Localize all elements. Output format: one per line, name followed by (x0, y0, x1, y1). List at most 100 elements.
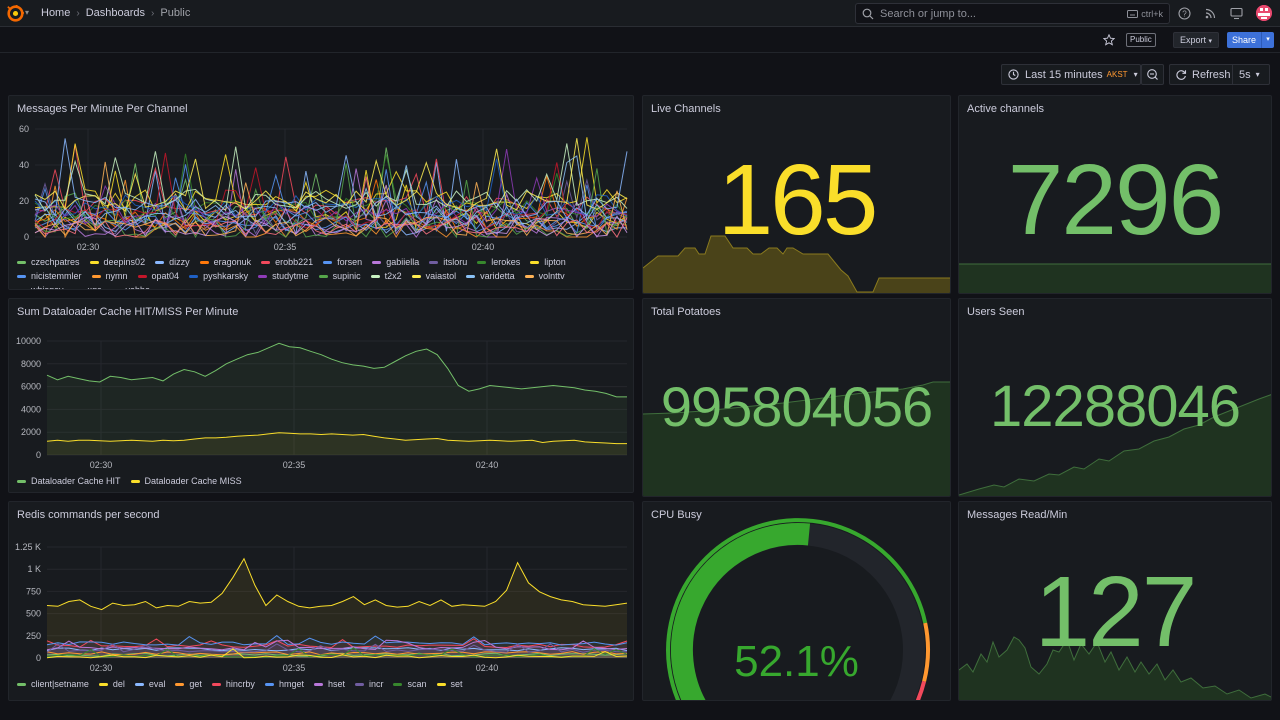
legend-item[interactable]: get (175, 679, 202, 689)
chevron-down-icon: ▾ (1133, 70, 1138, 79)
search-placeholder: Search or jump to... (880, 7, 976, 20)
panel-messages-read[interactable]: Messages Read/Min 127 (958, 501, 1272, 701)
legend-item[interactable]: t2x2 (370, 271, 402, 281)
legend-item[interactable]: volnttv (524, 271, 565, 281)
legend-item[interactable]: dizzy (155, 257, 190, 267)
export-label: Export (1180, 35, 1207, 45)
timeseries-plot[interactable]: 10000 8000 6000 4000 2000 0 02:30 02:35 02:40 (9, 299, 634, 475)
chevron-down-icon[interactable]: ▾ (25, 8, 30, 17)
legend-swatch (477, 260, 487, 264)
legend-item[interactable]: hset (313, 679, 345, 689)
refresh-interval-picker[interactable]: 5s ▾ (1233, 64, 1270, 85)
user-avatar[interactable] (1256, 5, 1272, 21)
legend-item[interactable]: client|setname (17, 679, 89, 689)
sparkline (959, 263, 1271, 293)
help-icon[interactable]: ? (1178, 7, 1191, 20)
timeseries-plot[interactable]: 1.25 K 1 K 750 500 250 0 02:30 02:35 02:40 (9, 502, 634, 678)
panel-users-seen[interactable]: Users Seen 12288046 (958, 298, 1272, 497)
legend-swatch (323, 260, 333, 264)
series-line (34, 176, 628, 238)
grafana-logo-icon[interactable] (7, 5, 24, 22)
legend-item[interactable]: gabiiella (372, 257, 419, 267)
legend-label: client|setname (31, 679, 89, 689)
legend-item[interactable]: pyshkarsky (189, 271, 248, 281)
legend-item[interactable]: supinic (318, 271, 361, 281)
legend-label: supinic (332, 271, 361, 281)
legend-label: hincrby (225, 679, 255, 689)
legend-item[interactable]: erobb221 (261, 257, 313, 267)
y-tick-label: 500 (26, 609, 41, 619)
legend-item[interactable]: eragonuk (199, 257, 251, 267)
legend-item[interactable]: lerokes (477, 257, 520, 267)
legend-item[interactable]: varidetta (466, 271, 515, 281)
top-navbar: ▾ Home › Dashboards › Public Search or j… (0, 0, 1280, 27)
panel-active-channels[interactable]: Active channels 7296 (958, 95, 1272, 294)
legend-item[interactable]: del (98, 679, 125, 689)
panel-redis-commands[interactable]: Redis commands per second 1.25 K 1 K 750 50… (8, 501, 634, 701)
legend-item[interactable]: czechpatres (17, 257, 80, 267)
chevron-down-icon[interactable]: ▾ (1261, 32, 1274, 48)
legend-item[interactable]: deepins02 (89, 257, 145, 267)
refresh-button[interactable]: Refresh (1169, 64, 1233, 85)
stat-value: 165 (717, 144, 879, 256)
legend-item[interactable]: yabbe (111, 285, 150, 289)
breadcrumb-home[interactable]: Home (41, 7, 71, 19)
legend-item[interactable]: xqc (73, 285, 102, 289)
legend-swatch (264, 682, 274, 686)
legend-item[interactable]: itsloru (429, 257, 467, 267)
legend-item[interactable]: incr (354, 679, 383, 689)
legend-swatch (137, 274, 147, 278)
timeseries-plot[interactable]: 60 40 20 0 02:30 02:35 02:40 (9, 96, 634, 256)
legend-label: erobb221 (275, 257, 314, 267)
time-range-label: Last 15 minutes (1025, 68, 1103, 81)
panel-dataloader-cache[interactable]: Sum Dataloader Cache HIT/MISS Per Minute… (8, 298, 634, 493)
legend-label: varidetta (480, 271, 515, 281)
legend-swatch (111, 288, 121, 289)
kiosk-monitor-icon[interactable] (1230, 7, 1243, 20)
legend-item[interactable]: eval (134, 679, 165, 689)
panel-total-potatoes[interactable]: Total Potatoes 995804056 (642, 298, 951, 497)
zoom-out-button[interactable] (1141, 64, 1164, 85)
share-button[interactable]: Share (1227, 32, 1262, 48)
panel-cpu-busy[interactable]: CPU Busy 52.1% (642, 501, 951, 701)
breadcrumb-dashboards[interactable]: Dashboards (85, 7, 146, 19)
legend-swatch (466, 274, 476, 278)
legend-item[interactable]: lipton (530, 257, 566, 267)
star-icon[interactable] (1103, 34, 1115, 46)
panel-title: Sum Dataloader Cache HIT/MISS Per Minute (17, 306, 239, 318)
legend-item[interactable]: set (436, 679, 463, 689)
legend-item[interactable]: Dataloader Cache HIT (17, 476, 121, 486)
series-area (47, 432, 627, 455)
legend-swatch (313, 682, 323, 686)
legend-item[interactable]: scan (393, 679, 427, 689)
legend-item[interactable]: whisqey (17, 285, 64, 289)
legend-label: itsloru (443, 257, 468, 267)
chevron-right-icon: › (151, 7, 155, 19)
legend-item[interactable]: nymn (91, 271, 128, 281)
legend-label: nymn (105, 271, 128, 281)
legend-swatch (98, 682, 108, 686)
legend-item[interactable]: studytme (258, 271, 309, 281)
rss-news-icon[interactable] (1204, 7, 1217, 20)
legend-swatch (73, 288, 83, 289)
legend-item[interactable]: vaiastol (411, 271, 456, 281)
search-input[interactable]: Search or jump to... ctrl+k (855, 3, 1170, 24)
legend-item[interactable]: nicistemmler (17, 271, 82, 281)
panel-messages-per-channel[interactable]: Messages Per Minute Per Channel 60 40 20 0 0… (8, 95, 634, 290)
x-tick-label: 02:30 (90, 460, 113, 470)
panel-live-channels[interactable]: Live Channels 165 (642, 95, 951, 294)
export-button[interactable]: Export ▾ (1173, 32, 1220, 48)
legend-item[interactable]: forsen (323, 257, 362, 267)
y-tick-label: 2000 (21, 427, 41, 437)
stat-value: 127 (1034, 556, 1198, 668)
legend-item[interactable]: opat04 (137, 271, 179, 281)
time-range-picker[interactable]: Last 15 minutes AKST ▾ (1001, 64, 1141, 85)
chevron-down-icon: ▾ (1255, 70, 1260, 79)
legend-item[interactable]: hincrby (211, 679, 255, 689)
legend-item[interactable]: Dataloader Cache MISS (130, 476, 242, 486)
series-line (46, 634, 628, 646)
legend-label: Dataloader Cache HIT (31, 476, 121, 486)
legend-label: set (450, 679, 463, 689)
panel-title: Total Potatoes (651, 306, 721, 318)
legend-item[interactable]: hmget (264, 679, 304, 689)
